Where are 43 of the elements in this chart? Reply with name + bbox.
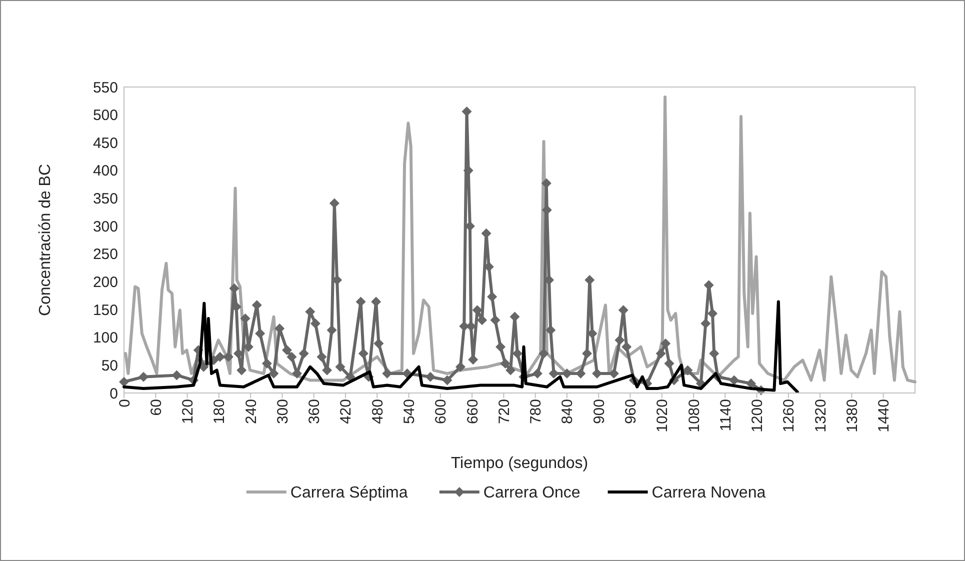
x-tick-label: 360 [306, 399, 324, 424]
x-tick-label: 1200 [749, 399, 766, 432]
y-tick-label: 100 [92, 330, 118, 347]
x-tick-label: 540 [401, 399, 418, 424]
x-tick-label: 180 [211, 399, 228, 424]
x-tick-label: 900 [590, 399, 608, 424]
x-tick-label: 1320 [812, 399, 830, 432]
legend-label: Carrera Séptima [290, 484, 408, 502]
y-tick-label: 450 [92, 134, 118, 152]
y-tick-label: 200 [92, 274, 118, 291]
x-tick-label: 720 [496, 399, 513, 424]
x-tick-label: 1440 [876, 399, 893, 432]
x-tick-label: 1140 [717, 399, 734, 432]
y-tick-label: 0 [110, 385, 118, 402]
x-tick-label: 120 [180, 399, 197, 424]
y-tick-label: 550 [92, 79, 118, 96]
x-tick-label: 1380 [844, 399, 861, 432]
x-tick-label: 840 [559, 399, 576, 424]
x-tick-label: 300 [274, 399, 292, 424]
legend-label: Carrera Once [483, 484, 580, 502]
x-tick-label: 0 [116, 399, 134, 408]
y-tick-label: 350 [92, 190, 118, 208]
x-tick-label: 660 [464, 399, 482, 424]
x-tick-label: 480 [369, 399, 386, 424]
y-tick-label: 400 [92, 162, 118, 180]
y-tick-label: 250 [92, 246, 118, 264]
line-series [124, 96, 916, 384]
y-tick-label: 150 [92, 302, 118, 319]
x-tick-label: 780 [528, 399, 545, 424]
x-tick-label: 240 [242, 399, 260, 424]
x-tick-label: 1020 [654, 399, 672, 432]
x-axis-title: Tiempo (segundos) [450, 455, 588, 472]
x-tick-label: 600 [432, 399, 450, 424]
y-tick-label: 500 [92, 107, 118, 124]
x-tick-label: 1080 [686, 399, 703, 432]
x-tick-label: 960 [622, 399, 640, 424]
legend-label: Carrera Novena [652, 484, 766, 502]
y-tick-label: 50 [101, 357, 118, 374]
x-tick-label: 1260 [780, 399, 798, 432]
y-axis-title: Concentración de BC [37, 164, 54, 316]
y-tick-label: 300 [92, 218, 118, 236]
x-tick-label: 60 [148, 399, 165, 416]
x-tick-label: 420 [338, 399, 355, 424]
